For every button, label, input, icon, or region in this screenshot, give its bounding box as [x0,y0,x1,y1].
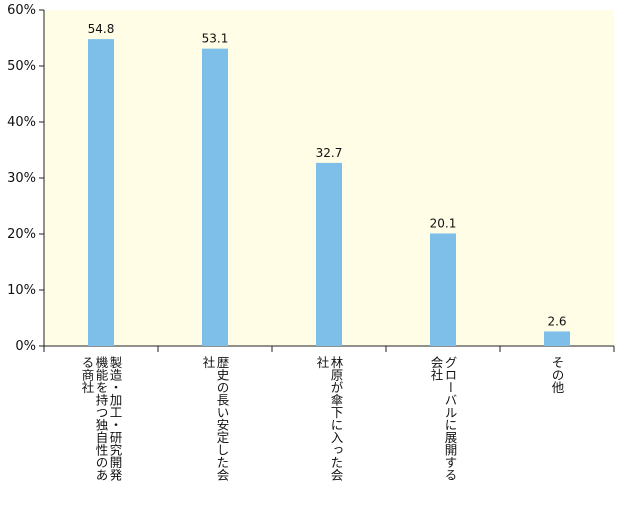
category-label: 社 [201,355,216,369]
category-label: 社 [315,355,330,369]
category-label: る商社 [80,356,95,394]
x-axis-ticks [43,346,615,352]
data-label: 53.1 [202,32,229,46]
bar [316,162,342,346]
category-label: グローバルに展開する [443,356,458,481]
data-label: 2.6 [547,314,566,328]
bar [544,331,570,346]
category-label: 林原が傘下に入った会 [329,356,344,482]
bar [88,39,114,347]
y-tick-label: 10% [7,283,36,298]
data-label: 32.7 [316,146,343,160]
y-axis-ticks: 0% 10% 20% 30% 40% 50% 60% [7,3,44,354]
y-tick-label: 50% [7,59,36,74]
category-label: 製造・加工・研究開発 [108,356,123,482]
data-label: 54.8 [88,22,115,36]
category-label: その他 [550,356,565,394]
data-labels: 54.8 53.1 32.7 20.1 2.6 [88,22,567,328]
bar [202,48,228,346]
category-label: 機能を持つ独自性のあ [94,355,109,481]
y-tick-label: 20% [7,227,36,242]
category-label: 会社 [429,356,444,381]
bar [430,233,456,346]
data-label: 20.1 [430,216,457,230]
y-tick-label: 60% [7,3,36,18]
y-tick-label: 40% [7,115,36,130]
bar-series [88,39,570,347]
category-label: 歴史の長い安定した会 [215,356,230,482]
y-tick-label: 0% [15,339,36,354]
y-tick-label: 30% [7,171,36,186]
